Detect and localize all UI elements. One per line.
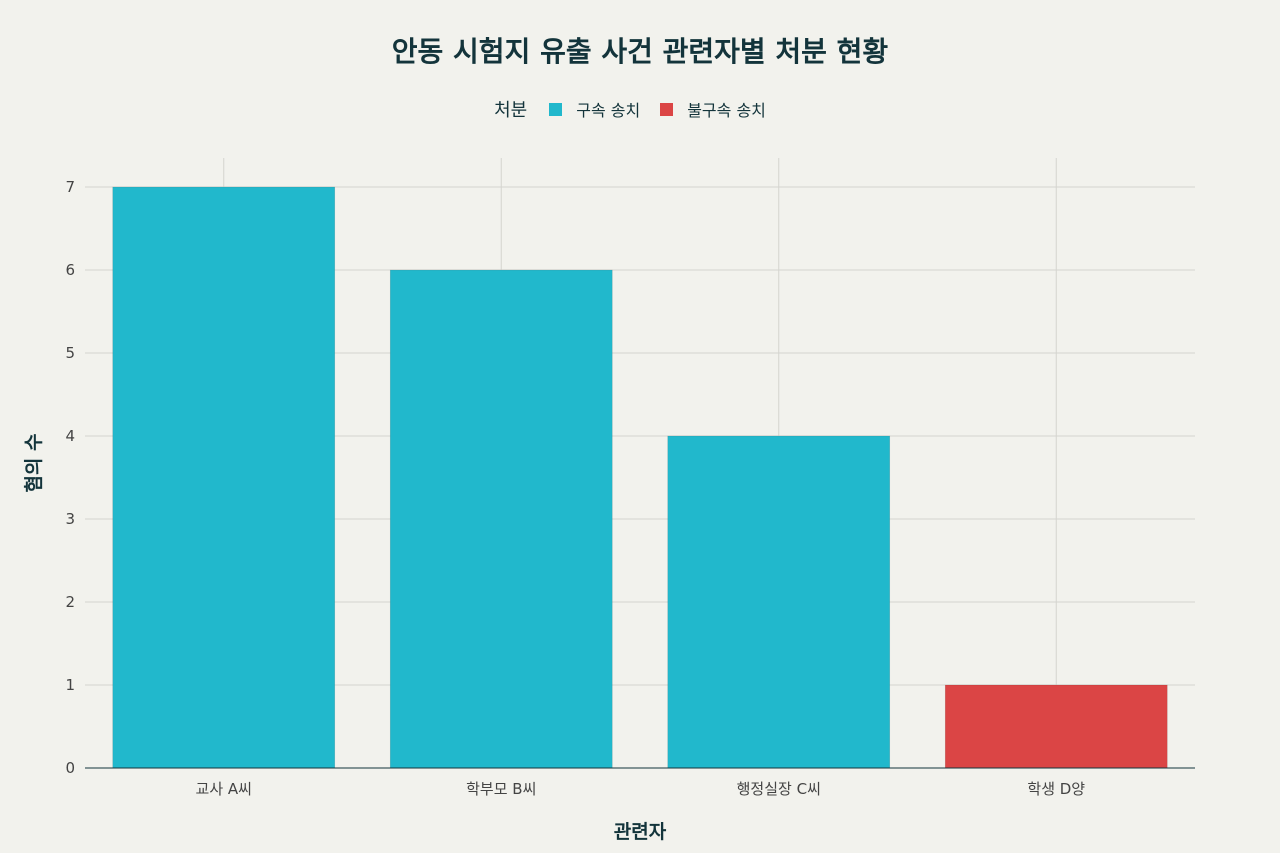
x-tick-label: 교사 A씨 <box>196 780 252 798</box>
y-tick-labels: 0 1 2 3 4 5 6 7 <box>65 178 75 777</box>
bar-3[interactable] <box>667 435 891 769</box>
x-axis-title: 관련자 <box>614 821 667 843</box>
y-tick-label: 5 <box>65 344 75 362</box>
y-tick-label: 1 <box>65 676 75 694</box>
bar-2[interactable] <box>389 269 613 769</box>
legend-item-not-detained[interactable]: 불구속 송치 <box>660 97 766 121</box>
x-tick-label: 학생 D양 <box>1027 780 1085 798</box>
y-tick-label: 0 <box>65 759 75 777</box>
y-tick-label: 7 <box>65 178 75 196</box>
legend-item-detained[interactable]: 구속 송치 <box>549 97 640 121</box>
legend-label-not-detained: 불구속 송치 <box>687 101 766 120</box>
chart-title: 안동 시험지 유출 사건 관련자별 처분 현황 <box>391 35 889 68</box>
legend-title: 처분 <box>494 100 528 121</box>
x-tick-label: 학부모 B씨 <box>466 780 536 798</box>
y-axis-title: 혐의 수 <box>23 433 45 492</box>
y-tick-label: 6 <box>65 261 75 279</box>
bar-1[interactable] <box>112 186 336 769</box>
legend-label-detained: 구속 송치 <box>576 101 641 120</box>
x-tick-labels: 교사 A씨 학부모 B씨 행정실장 C씨 학생 D양 <box>196 780 1086 798</box>
legend-swatch-not-detained <box>660 102 674 116</box>
bars <box>112 186 1168 769</box>
bar-4[interactable] <box>944 684 1168 769</box>
y-tick-label: 4 <box>65 427 75 445</box>
legend-swatch-detained <box>549 102 563 116</box>
y-tick-label: 2 <box>65 593 75 611</box>
x-tick-label: 행정실장 C씨 <box>737 780 821 798</box>
y-tick-label: 3 <box>65 510 75 528</box>
legend: 처분 구속 송치 불구속 송치 <box>0 96 1280 122</box>
